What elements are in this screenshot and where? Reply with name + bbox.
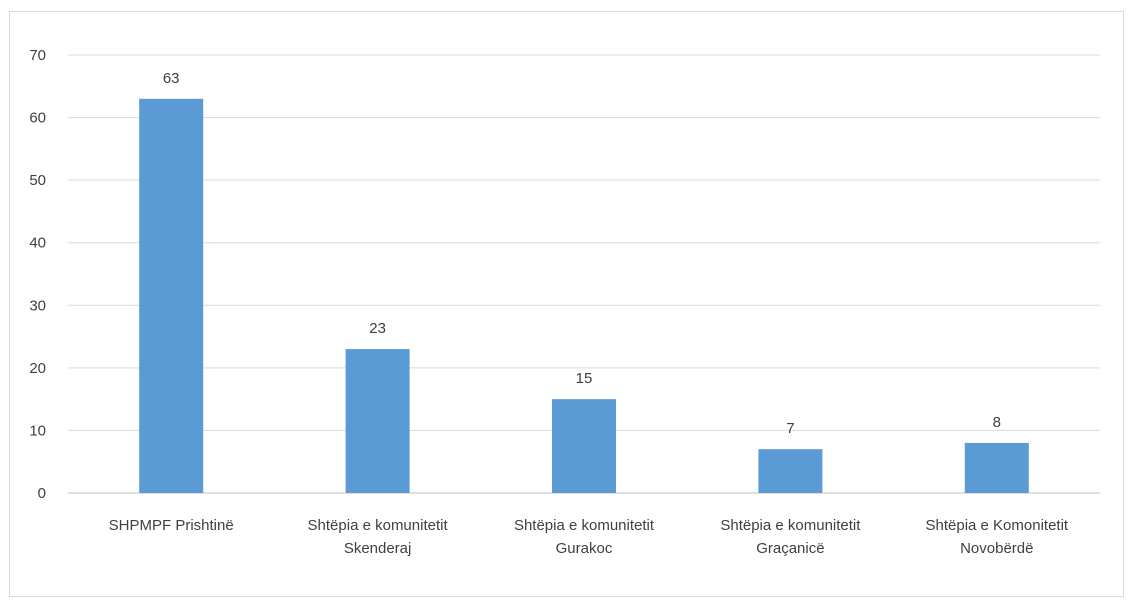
- x-category-label: Shtëpia e Komonitetit Novobërdë: [926, 517, 1069, 557]
- y-tick-label: 70: [29, 47, 46, 64]
- x-category-label: Shtëpia e komunitetit Graçanicë: [720, 517, 861, 557]
- data-label: 7: [786, 420, 794, 437]
- y-tick-label: 60: [29, 110, 46, 127]
- data-label: 8: [993, 414, 1001, 431]
- y-tick-label: 40: [29, 235, 46, 252]
- y-tick-label: 50: [29, 172, 46, 189]
- x-category-label-line: SHPMPF Prishtinë: [109, 517, 234, 534]
- x-category-label: Shtëpia e komunitetit Gurakoc: [514, 517, 655, 557]
- data-label: 15: [576, 370, 593, 387]
- x-category-label-line: Shtëpia e komunitetit: [514, 517, 655, 534]
- x-category-labels: SHPMPF Prishtinë Shtëpia e komunitetit Ske…: [109, 517, 1069, 557]
- x-category-label-line: Novobërdë: [960, 540, 1033, 557]
- y-tick-label: 0: [38, 485, 46, 502]
- bar: [139, 98, 204, 494]
- data-label: 63: [163, 70, 180, 87]
- bar: [345, 349, 410, 493]
- x-category-label-line: Skenderaj: [344, 540, 412, 557]
- bar: [552, 399, 616, 493]
- data-labels: 63 23 15 7 8: [163, 70, 1001, 437]
- x-category-label-line: Graçanicë: [756, 540, 824, 557]
- bars: [139, 98, 1029, 494]
- bar: [964, 442, 1029, 493]
- x-category-label-line: Shtëpia e Komonitetit: [926, 517, 1069, 534]
- x-category-label: Shtëpia e komunitetit Skenderaj: [308, 517, 449, 557]
- gridlines: [68, 54, 1100, 431]
- data-label: 23: [369, 320, 386, 337]
- x-category-label-line: Shtëpia e komunitetit: [720, 517, 861, 534]
- y-tick-label: 20: [29, 360, 46, 377]
- x-category-label-line: Gurakoc: [556, 540, 613, 557]
- bar: [758, 449, 823, 493]
- y-tick-labels: 0 10 20 30 40 50 60 70: [29, 47, 46, 502]
- x-category-label-line: Shtëpia e komunitetit: [308, 517, 449, 534]
- y-tick-label: 30: [29, 297, 46, 314]
- y-tick-label: 10: [29, 422, 46, 439]
- x-category-label: SHPMPF Prishtinë: [109, 517, 234, 534]
